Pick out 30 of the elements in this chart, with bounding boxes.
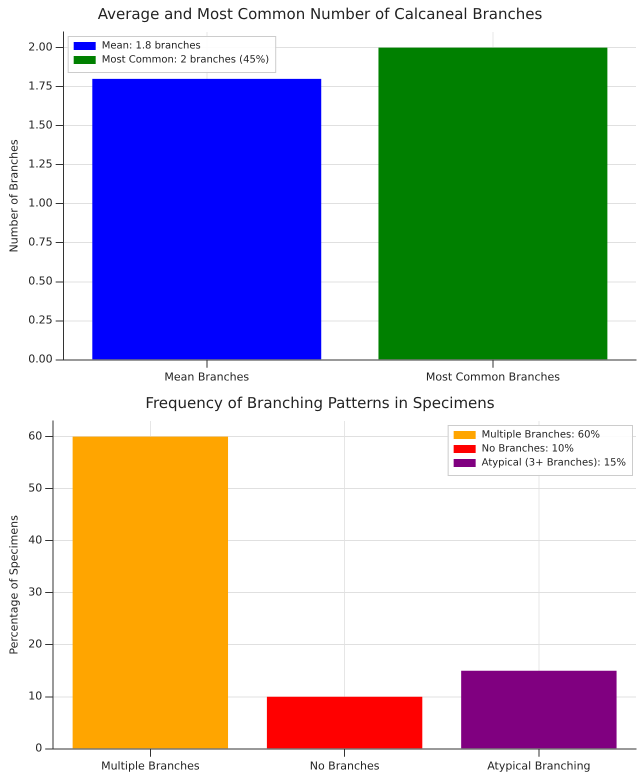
y-tick-label: 60: [28, 429, 42, 442]
y-tick-label: 1.75: [28, 79, 53, 92]
y-tick-label: 0.75: [28, 236, 53, 249]
y-axis-title: Number of Branches: [7, 139, 20, 252]
legend-label: Multiple Branches: 60%: [482, 430, 600, 441]
x-tick-label: Most Common Branches: [426, 370, 560, 384]
y-tick-label: 0.50: [28, 274, 53, 288]
y-tick-label: 1.00: [28, 196, 53, 210]
x-tick-label: Multiple Branches: [101, 759, 200, 772]
chart-title: Average and Most Common Number of Calcaneal Branches: [98, 4, 542, 23]
x-tick-label: Mean Branches: [164, 370, 250, 384]
y-tick-label: 10: [28, 690, 42, 703]
y-tick-label: 30: [28, 586, 42, 599]
x-tick-label: Atypical Branching: [487, 759, 591, 772]
legend-label: Atypical (3+ Branches): 15%: [482, 458, 626, 469]
y-tick-label: 0.25: [28, 314, 53, 327]
x-tick-label: No Branches: [310, 759, 380, 772]
y-tick-label: 0.00: [28, 352, 53, 366]
y-tick-label: 50: [28, 482, 42, 494]
y-tick-label: 0: [35, 742, 42, 755]
legend-label: No Branches: 10%: [482, 444, 574, 455]
y-tick-label: 20: [28, 638, 42, 651]
y-axis-title: Percentage of Specimens: [7, 514, 20, 655]
y-tick-label: 1.50: [28, 118, 53, 132]
y-tick-label: 2.00: [28, 40, 53, 54]
chart-title: Frequency of Branching Patterns in Specimens: [145, 394, 495, 412]
y-tick-label: 1.25: [28, 158, 53, 171]
legend-label: Most Common: 2 branches (45%): [102, 54, 270, 66]
legend-label: Mean: 1.8 branches: [102, 40, 201, 52]
y-tick-label: 40: [28, 534, 42, 547]
